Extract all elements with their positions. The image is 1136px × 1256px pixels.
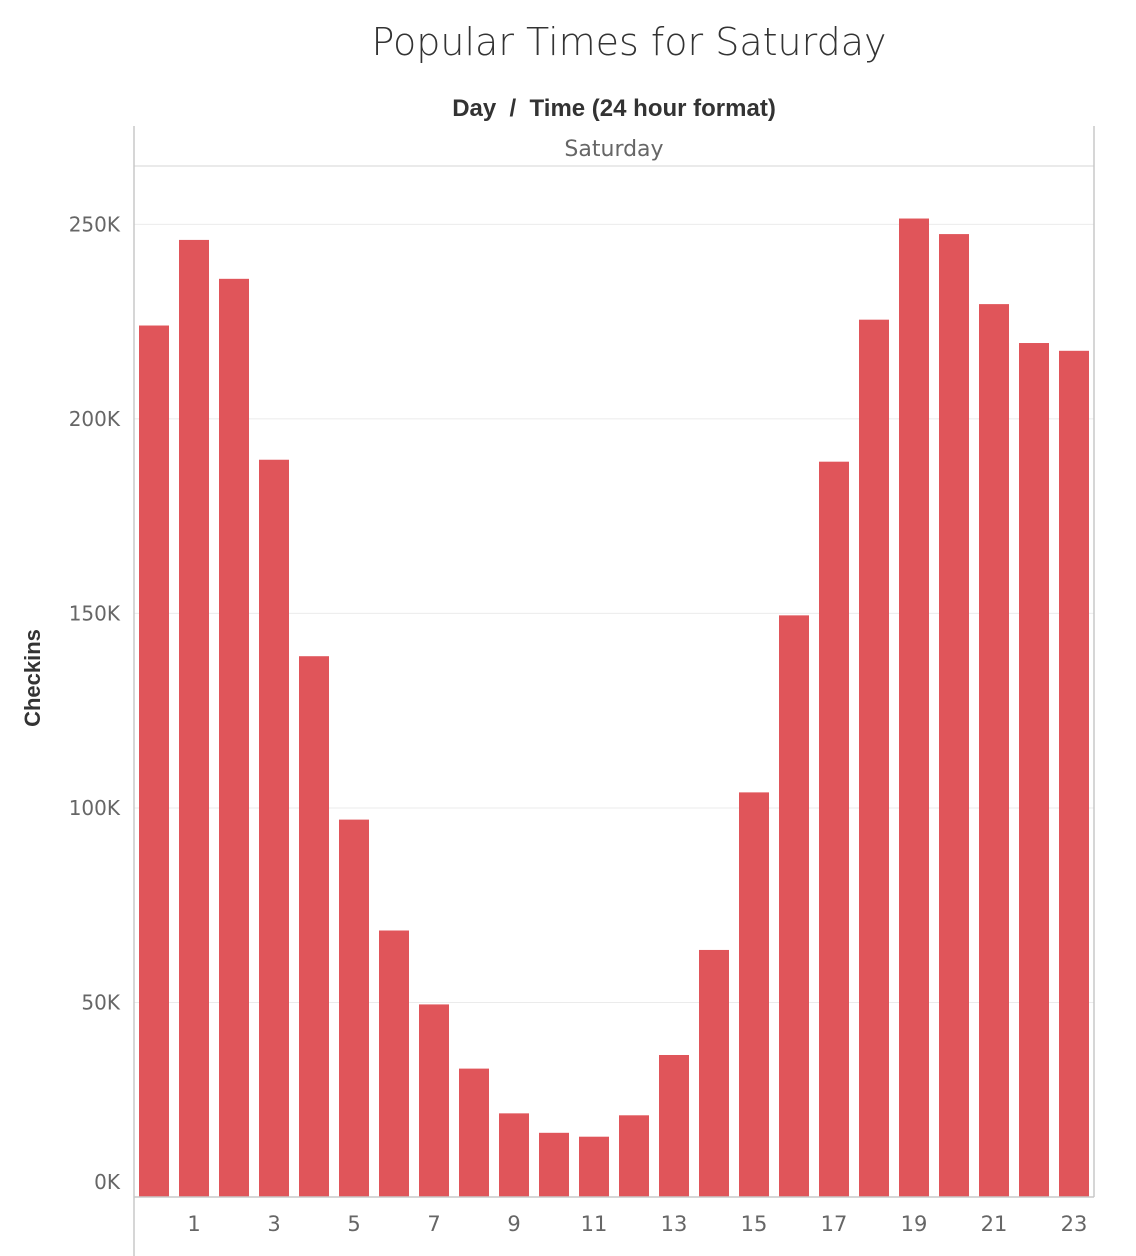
bar-hour-11: [579, 1136, 609, 1197]
bar-hour-2: [219, 278, 249, 1197]
y-tick-label: 250K: [69, 212, 121, 236]
x-tick-label: 3: [267, 1212, 280, 1236]
y-tick-label: 0K: [94, 1170, 121, 1194]
bar-hour-21: [979, 304, 1009, 1197]
axes: [133, 126, 1095, 1256]
y-tick-labels: 0K 50K 100K 150K 200K 250K: [69, 212, 121, 1194]
bar-hour-7: [419, 1004, 449, 1197]
x-tick-label: 19: [901, 1212, 928, 1236]
bar-hour-12: [619, 1115, 649, 1197]
bar-hour-4: [299, 656, 329, 1197]
x-tick-label: 5: [347, 1212, 360, 1236]
y-tick-label: 200K: [69, 407, 121, 431]
bar-hour-22: [1019, 343, 1049, 1197]
gridlines: [134, 223, 1094, 1003]
x-tick-label: 13: [661, 1212, 688, 1236]
bar-hour-6: [379, 930, 409, 1197]
x-tick-label: 21: [981, 1212, 1008, 1236]
y-axis-label: Checkins: [20, 629, 45, 727]
bar-hour-1: [179, 239, 209, 1197]
x-tick-labels: 1 3 5 7 9 11 13 15 17 19 21 23: [187, 1212, 1087, 1236]
facet-label: Saturday: [564, 137, 663, 162]
x-tick-label: 17: [821, 1212, 848, 1236]
bar-hour-10: [539, 1132, 569, 1197]
bar-hour-16: [779, 615, 809, 1197]
bar-hour-5: [339, 819, 369, 1197]
bar-hour-13: [659, 1054, 689, 1197]
bar-hour-3: [259, 459, 289, 1197]
x-tick-label: 15: [741, 1212, 768, 1236]
bar-hour-14: [699, 949, 729, 1197]
bars: [139, 218, 1089, 1198]
y-tick-label: 150K: [69, 601, 121, 625]
bar-hour-18: [859, 319, 889, 1197]
bar-hour-23: [1059, 350, 1089, 1197]
bar-hour-15: [739, 792, 769, 1197]
bar-hour-19: [899, 218, 929, 1197]
x-tick-label: 9: [507, 1212, 520, 1236]
bar-hour-17: [819, 461, 849, 1198]
chart-title: Popular Times for Saturday: [371, 20, 886, 64]
bar-hour-8: [459, 1068, 489, 1197]
bar-hour-9: [499, 1113, 529, 1197]
x-tick-label: 11: [581, 1212, 608, 1236]
x-tick-label: 7: [427, 1212, 440, 1236]
x-tick-label: 23: [1061, 1212, 1088, 1236]
x-tick-label: 1: [187, 1212, 200, 1236]
y-tick-label: 100K: [69, 796, 121, 820]
bar-hour-20: [939, 234, 969, 1197]
bar-hour-0: [139, 325, 169, 1198]
column-header: Day / Time (24 hour format): [452, 95, 776, 122]
y-tick-label: 50K: [81, 990, 120, 1014]
